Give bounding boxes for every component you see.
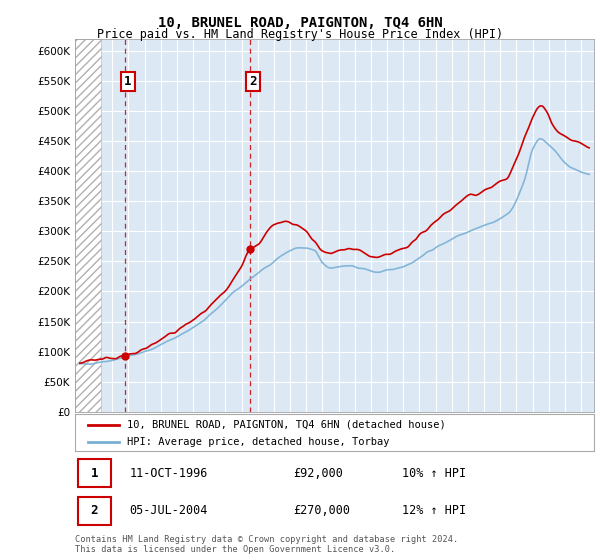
Text: Contains HM Land Registry data © Crown copyright and database right 2024.
This d: Contains HM Land Registry data © Crown c…	[75, 535, 458, 554]
Text: HPI: Average price, detached house, Torbay: HPI: Average price, detached house, Torb…	[127, 437, 389, 447]
Text: 12% ↑ HPI: 12% ↑ HPI	[402, 504, 466, 517]
Text: 10, BRUNEL ROAD, PAIGNTON, TQ4 6HN: 10, BRUNEL ROAD, PAIGNTON, TQ4 6HN	[158, 16, 442, 30]
Bar	[77, 459, 112, 487]
Text: 2: 2	[249, 74, 257, 88]
Text: 10, BRUNEL ROAD, PAIGNTON, TQ4 6HN (detached house): 10, BRUNEL ROAD, PAIGNTON, TQ4 6HN (deta…	[127, 419, 446, 430]
Bar	[77, 497, 112, 525]
Text: 1: 1	[91, 466, 98, 480]
Text: 2: 2	[91, 504, 98, 517]
Text: £92,000: £92,000	[293, 466, 343, 480]
Text: £270,000: £270,000	[293, 504, 350, 517]
Text: 05-JUL-2004: 05-JUL-2004	[130, 504, 208, 517]
Text: 1: 1	[124, 74, 132, 88]
Text: 10% ↑ HPI: 10% ↑ HPI	[402, 466, 466, 480]
Text: 11-OCT-1996: 11-OCT-1996	[130, 466, 208, 480]
Text: Price paid vs. HM Land Registry's House Price Index (HPI): Price paid vs. HM Land Registry's House …	[97, 28, 503, 41]
